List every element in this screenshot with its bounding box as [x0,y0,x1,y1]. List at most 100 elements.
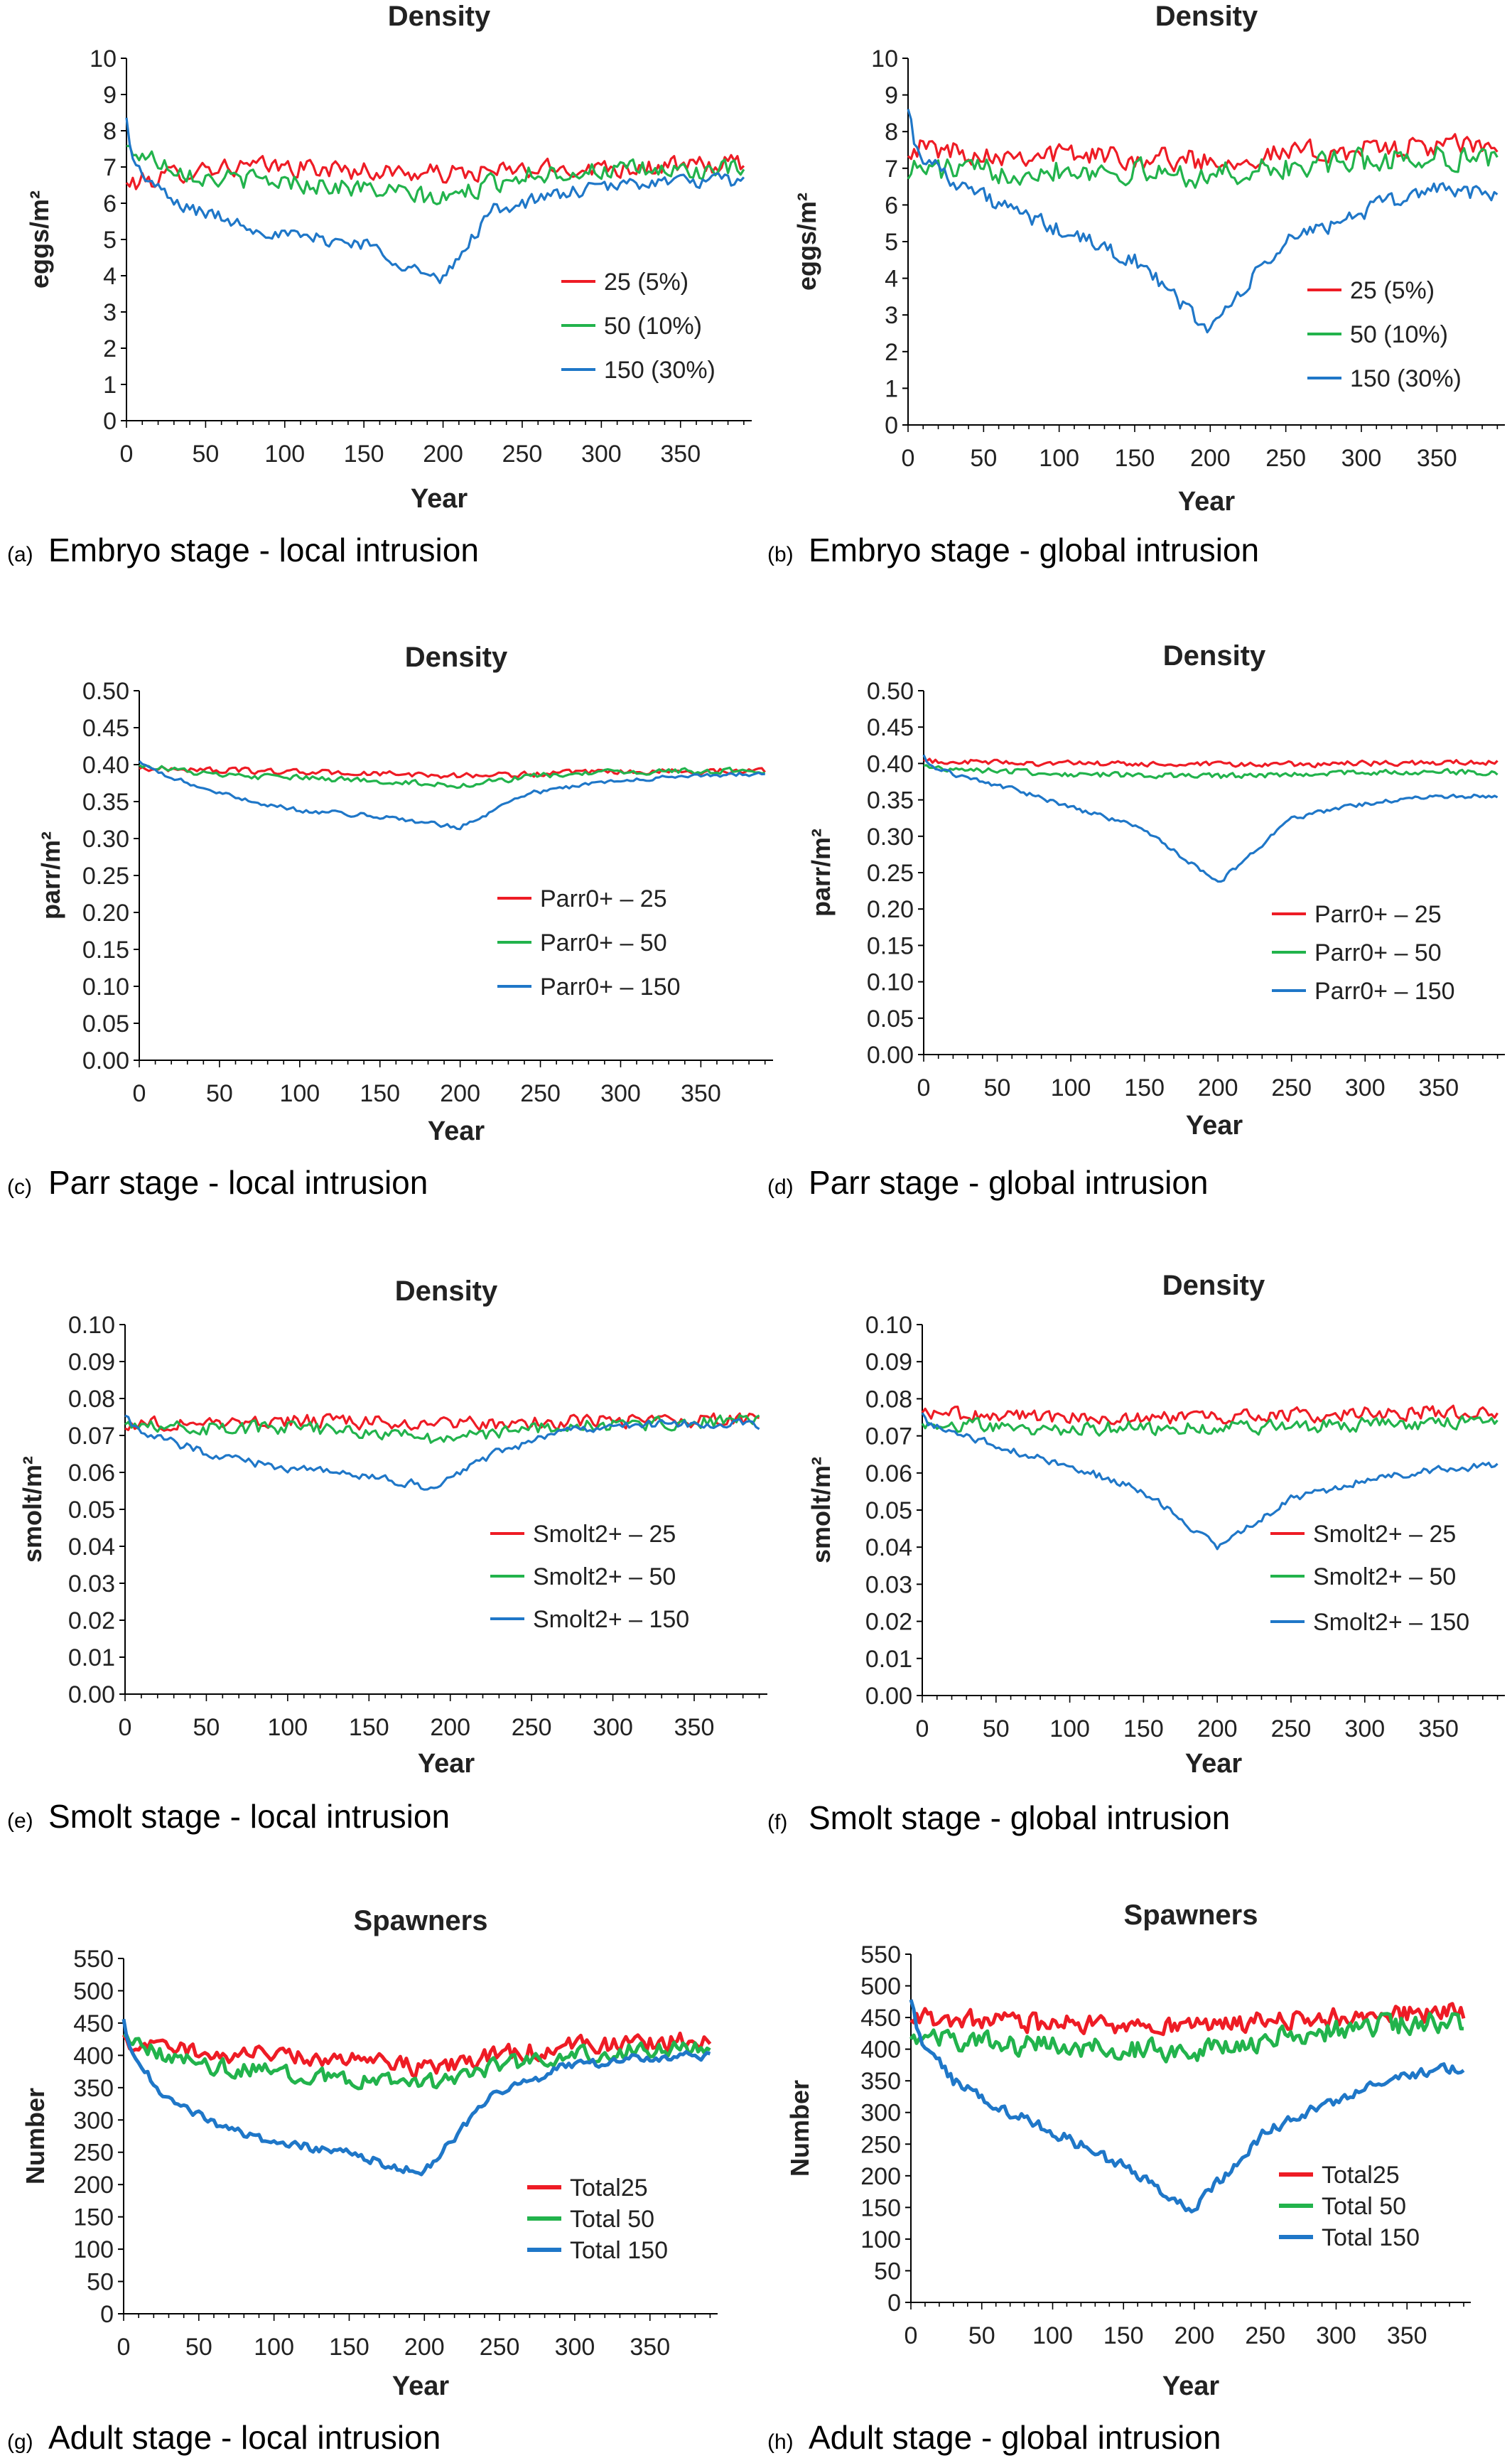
legend-label: Smolt2+ – 150 [533,1606,689,1633]
series-line [921,1415,1498,1437]
y-tick-label: 0.20 [82,900,129,927]
caption-text: Smolt stage - global intrusion [809,1799,1230,1836]
legend-label: Total 50 [1322,2193,1406,2220]
x-tick-label: 0 [904,2322,918,2349]
y-tick-label: 0.09 [865,1349,912,1376]
series-line [124,1414,760,1444]
y-tick-label: 0 [103,408,117,435]
y-tick-label: 2 [103,335,117,362]
panel-e: Density 0.00 0.01 0.02 0.03 0.04 0.05 0.06 0.07 0… [7,1276,767,1835]
caption-letter: (h) [767,2430,794,2454]
x-axis-label: Year [428,1116,485,1146]
series-line [124,1412,760,1432]
y-tick-label: 200 [860,2163,901,2190]
series-line [921,1412,1498,1551]
x-tick-label: 50 [193,1714,220,1741]
caption-text: Parr stage - global intrusion [809,1164,1209,1201]
x-tick-label: 350 [1387,2322,1427,2349]
series-line [922,754,1498,883]
legend-label: Total25 [570,2174,648,2201]
series-line [909,2002,1466,2037]
x-tick-label: 250 [1245,2322,1285,2349]
caption-text: Embryo stage - local intrusion [48,532,479,568]
x-tick-label: 300 [1345,1074,1386,1101]
series-line [907,109,1498,334]
x-tick-label: 0 [916,1715,929,1742]
x-tick-label: 50 [185,2334,212,2361]
caption-text: Adult stage - global intrusion [809,2419,1221,2456]
y-tick-label: 0.01 [865,1646,912,1673]
x-tick-label: 250 [512,1714,552,1741]
legend-label: Smolt2+ – 150 [1313,1609,1469,1636]
y-tick-label: 0 [100,2301,114,2328]
x-axis-label: Year [392,2371,450,2401]
y-tick-label: 3 [103,299,117,326]
y-tick-label: 0.05 [865,1497,912,1524]
panel-h: Spawners05010015020025030035040045050055… [767,1899,1471,2456]
x-tick-label: 350 [1418,1715,1459,1742]
x-tick-label: 350 [681,1080,721,1107]
y-tick-label: 0.30 [82,826,129,853]
y-tick-label: 0.02 [68,1607,115,1634]
series-line [122,2031,712,2079]
y-tick-label: 0.04 [865,1534,912,1561]
y-tick-label: 0.03 [865,1571,912,1598]
legend-label: Parr0+ – 50 [540,929,667,956]
x-tick-label: 150 [1103,2322,1144,2349]
x-tick-label: 350 [630,2334,670,2361]
x-tick-label: 50 [206,1080,233,1107]
y-tick-label: 0.15 [867,932,914,959]
y-tick-label: 0.05 [68,1497,115,1524]
x-axis-label: Year [1185,1749,1243,1779]
x-tick-label: 0 [120,441,134,468]
caption-text: Smolt stage - local intrusion [48,1798,450,1835]
y-tick-label: 500 [860,1973,901,2000]
y-tick-label: 0 [885,412,898,439]
x-tick-label: 300 [581,441,622,468]
x-tick-label: 150 [1115,445,1155,472]
x-tick-label: 150 [349,1714,389,1741]
y-tick-label: 5 [885,229,898,256]
y-tick-label: 300 [860,2100,901,2127]
y-tick-label: 0.07 [68,1423,115,1450]
y-tick-label: 1 [103,372,117,399]
y-tick-label: 450 [860,2005,901,2032]
x-tick-label: 250 [1271,1715,1312,1742]
legend-label: Parr0+ – 25 [1314,901,1442,928]
y-tick-label: 0.50 [82,678,129,705]
series-line [921,1404,1498,1425]
x-tick-label: 200 [404,2334,445,2361]
y-tick-label: 0.40 [867,750,914,777]
legend-label: Parr0+ – 50 [1314,939,1442,966]
x-tick-label: 350 [674,1714,715,1741]
y-axis-label: Number [785,2080,814,2177]
y-tick-label: 300 [73,2107,114,2134]
legend-label: 25 (5%) [1350,277,1435,304]
legend-label: 50 (10%) [1350,321,1448,348]
y-tick-label: 0.05 [82,1010,129,1038]
chart-title: Density [1163,640,1266,672]
y-tick-label: 0.02 [865,1609,912,1636]
series-line [122,2018,711,2177]
x-tick-label: 50 [192,441,219,468]
legend-label: 50 (10%) [604,313,702,340]
y-tick-label: 0.15 [82,937,129,964]
chart-title: Density [388,1,491,32]
x-tick-label: 200 [1174,2322,1215,2349]
x-axis-label: Year [411,484,468,514]
y-tick-label: 0.25 [82,863,129,890]
x-tick-label: 100 [279,1080,320,1107]
y-tick-label: 0.30 [867,824,914,851]
y-tick-label: 0.09 [68,1349,115,1376]
chart-title: Spawners [354,1905,488,1936]
y-tick-label: 250 [860,2131,901,2158]
y-tick-label: 0.06 [865,1460,912,1487]
x-tick-label: 200 [1190,445,1231,472]
legend-label: Parr0+ – 150 [1314,978,1455,1005]
legend-label: Total 50 [570,2206,654,2233]
series-line [923,764,1498,780]
y-tick-label: 0.25 [867,860,914,887]
x-tick-label: 300 [1344,1715,1385,1742]
